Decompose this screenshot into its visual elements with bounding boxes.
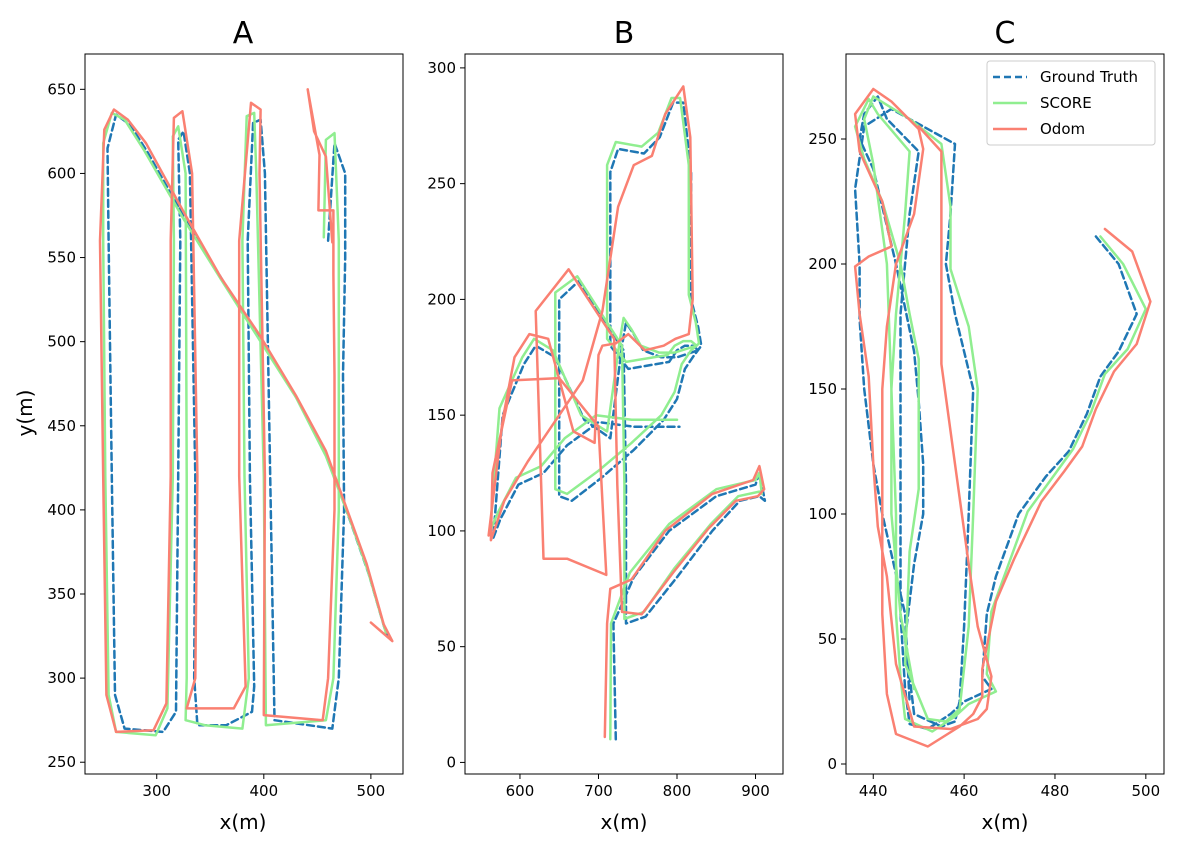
legend-item-score: SCORE	[993, 94, 1092, 112]
x-tick-label: 400	[249, 782, 278, 800]
y-tick-label: 350	[47, 585, 76, 603]
legend-label: Odom	[1040, 120, 1085, 138]
x-tick-label: 440	[859, 782, 888, 800]
y-tick-label: 50	[437, 638, 456, 656]
panel-title: B	[614, 16, 635, 51]
panel-c: C 440 460 480 500 0 50 100 150 200 250 x(m)	[808, 16, 1165, 834]
series-ground-truth	[492, 101, 767, 741]
y-tick-label: 200	[808, 255, 837, 273]
series-odom	[98, 88, 394, 734]
legend-label: Ground Truth	[1040, 68, 1138, 86]
y-axis-label: y(m)	[13, 390, 37, 437]
x-tick-label: 480	[1041, 782, 1070, 800]
y-tick-label: 0	[446, 753, 456, 771]
y-tick-label: 200	[427, 290, 456, 308]
axes-frame	[464, 53, 784, 775]
y-tick-label: 600	[47, 164, 76, 182]
panel-plot: 440 460 480 500 0 50 100 150 200 250	[808, 53, 1165, 800]
y-tick-label: 300	[427, 59, 456, 77]
series-group	[853, 87, 1152, 748]
x-axis-label: x(m)	[982, 810, 1029, 834]
x-tick-label: 300	[142, 782, 171, 800]
x-axis-label: x(m)	[601, 810, 648, 834]
panel-plot: 600 700 800 900 0 50 100 150 200 250 300	[427, 53, 784, 800]
panel-b: B 600 700 800 900 0 50 100 150 200 250 300 x(m)	[427, 16, 784, 834]
panel-title: C	[995, 16, 1016, 51]
legend-box	[986, 60, 1156, 146]
series-group	[98, 88, 394, 737]
y-tick-label: 0	[827, 755, 837, 773]
y-tick-label: 250	[47, 753, 76, 771]
y-tick-label: 450	[47, 417, 76, 435]
y-tick-label: 250	[808, 130, 837, 148]
panel-plot: 300 400 500 250 300 350 400 450 500 550 600 650	[47, 53, 404, 800]
x-tick-label: 800	[663, 782, 692, 800]
x-tick-label: 600	[506, 782, 535, 800]
x-tick-label: 500	[357, 782, 386, 800]
x-tick-label: 500	[1132, 782, 1161, 800]
axes-frame	[84, 53, 404, 775]
panel-title: A	[233, 16, 254, 51]
y-tick-label: 300	[47, 669, 76, 687]
y-tick-label: 550	[47, 249, 76, 267]
y-tick-label: 500	[47, 333, 76, 351]
legend-item-odom: Odom	[993, 120, 1085, 138]
y-tick-label: 150	[808, 380, 837, 398]
legend: Ground Truth SCORE Odom	[986, 60, 1156, 146]
series-ground-truth	[106, 113, 389, 734]
x-tick-label: 700	[584, 782, 613, 800]
y-tick-label: 250	[427, 175, 456, 193]
y-tick-label: 650	[47, 80, 76, 98]
legend-label: SCORE	[1040, 94, 1092, 112]
y-tick-label: 50	[818, 630, 837, 648]
legend-item-ground-truth: Ground Truth	[993, 68, 1138, 86]
x-tick-label: 460	[950, 782, 979, 800]
y-tick-label: 100	[427, 522, 456, 540]
x-tick-label: 900	[741, 782, 770, 800]
series-score	[101, 111, 388, 737]
series-group	[487, 85, 767, 741]
x-axis-label: x(m)	[220, 810, 267, 834]
axes-frame	[845, 53, 1165, 775]
y-tick-label: 100	[808, 505, 837, 523]
series-odom	[487, 85, 766, 739]
series-odom	[853, 87, 1152, 748]
y-tick-label: 150	[427, 406, 456, 424]
y-tick-label: 400	[47, 501, 76, 519]
panel-a: A 300 400 500 250 300 350 400 450 500 550 600 650 x…	[47, 16, 404, 834]
